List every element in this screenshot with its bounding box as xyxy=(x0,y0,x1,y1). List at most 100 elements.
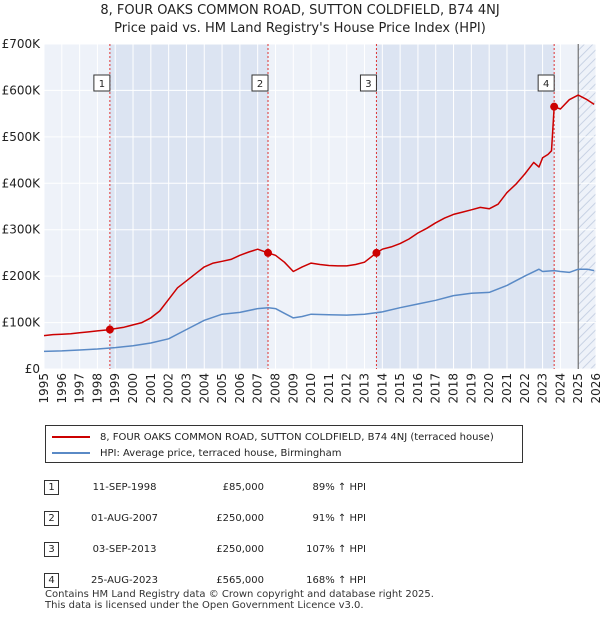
sale-point xyxy=(550,102,559,111)
legend-swatch-property xyxy=(52,436,90,438)
y-tick-label: £0 xyxy=(25,362,40,376)
x-tick-label: 2007 xyxy=(251,373,265,404)
x-tick-label: 2023 xyxy=(536,373,550,404)
sale-marker-number: 3 xyxy=(365,79,371,90)
y-tick-label: £600K xyxy=(2,83,42,97)
chart-subtitle: Price paid vs. HM Land Registry's House … xyxy=(114,21,486,36)
x-tick-label: 2017 xyxy=(429,373,443,404)
x-tick-label: 2004 xyxy=(197,373,211,404)
y-tick-label: £300K xyxy=(2,223,42,237)
x-tick-label: 2001 xyxy=(144,373,158,404)
x-tick-label: 2003 xyxy=(179,373,193,404)
sale-point xyxy=(372,248,381,257)
x-tick-label: 2020 xyxy=(482,373,496,404)
x-axis: 1995 1996 1997 1998 1999 2000 2001 2002 2003 2004… xyxy=(37,373,600,404)
x-tick-label: 2016 xyxy=(411,373,425,404)
sale-point xyxy=(105,325,114,334)
x-tick-label: 2025 xyxy=(571,373,585,404)
sale-price: £85,000 xyxy=(222,482,264,493)
series-lines xyxy=(43,94,595,353)
x-tick-label: 2019 xyxy=(464,373,478,404)
sale-price: £250,000 xyxy=(216,513,264,524)
x-tick-label: 1995 xyxy=(37,373,51,404)
sale-date: 11-SEP-1998 xyxy=(92,482,157,493)
sale-hpi-change: 89% ↑ HPI xyxy=(312,482,366,493)
sale-period-band xyxy=(376,44,555,369)
sale-marker-box xyxy=(93,74,111,92)
sale-marker-label: 3 xyxy=(359,74,377,92)
sale-hpi-change: 107% ↑ HPI xyxy=(306,544,366,555)
x-tick-label: 2026 xyxy=(589,373,600,404)
table-row: 3 03-SEP-2013 £250,000 107% ↑ HPI xyxy=(44,534,384,565)
y-tick-label: £100K xyxy=(2,316,42,330)
sale-marker-number: 1 xyxy=(99,79,105,90)
legend-label-property: 8, FOUR OAKS COMMON ROAD, SUTTON COLDFIE… xyxy=(100,431,494,443)
table-row: 2 01-AUG-2007 £250,000 91% ↑ HPI xyxy=(44,503,384,534)
x-tick-label: 2006 xyxy=(233,373,247,404)
x-tick-label: 1999 xyxy=(108,373,122,404)
sale-date: 25-AUG-2023 xyxy=(90,575,159,586)
y-axis: £0 £100K £200K £300K £400K £500K £600K £700K xyxy=(2,37,42,376)
legend-item-property: 8, FOUR OAKS COMMON ROAD, SUTTON COLDFIE… xyxy=(52,430,494,444)
x-tick-label: 1998 xyxy=(90,373,104,404)
x-tick-label: 2009 xyxy=(286,373,300,404)
hpi-line xyxy=(43,268,595,353)
sale-date: 01-AUG-2007 xyxy=(90,513,159,524)
sale-hpi-change: 168% ↑ HPI xyxy=(306,575,366,586)
legend-label-hpi: HPI: Average price, terraced house, Birm… xyxy=(100,447,342,459)
y-tick-label: £400K xyxy=(2,176,42,190)
x-tick-label: 2021 xyxy=(500,373,514,404)
x-tick-label: 2024 xyxy=(553,373,567,404)
x-tick-label: 2010 xyxy=(304,373,318,404)
sale-marker-box xyxy=(251,74,269,92)
sale-marker-label: 2 xyxy=(251,74,269,92)
property-price-line xyxy=(43,94,595,337)
sales-table: 1 11-SEP-1998 £85,000 89% ↑ HPI 2 01-AUG… xyxy=(44,472,384,596)
sale-number-badge: 2 xyxy=(44,511,59,526)
y-tick-label: £200K xyxy=(2,269,42,283)
x-tick-label: 2008 xyxy=(268,373,282,404)
x-tick-label: 2013 xyxy=(358,373,372,404)
sale-date: 03-SEP-2013 xyxy=(92,544,157,555)
footer-line-licence: This data is licensed under the Open Gov… xyxy=(45,600,364,611)
sale-marker-label: 1 xyxy=(93,74,111,92)
sale-price: £250,000 xyxy=(216,544,264,555)
legend-item-hpi: HPI: Average price, terraced house, Birm… xyxy=(52,446,341,460)
y-tick-label: £500K xyxy=(2,130,42,144)
sale-marker-number: 2 xyxy=(257,79,263,90)
table-row: 4 25-AUG-2023 £565,000 168% ↑ HPI xyxy=(44,565,384,596)
footer-attribution: Contains HM Land Registry data © Crown c… xyxy=(45,589,434,611)
x-tick-label: 2022 xyxy=(518,373,532,404)
x-tick-label: 2005 xyxy=(215,373,229,404)
sale-points xyxy=(105,102,559,334)
sale-marker-label: 4 xyxy=(537,74,555,92)
x-tick-label: 2012 xyxy=(340,373,354,404)
sale-number-badge: 4 xyxy=(44,573,59,588)
footer-line-copyright: Contains HM Land Registry data © Crown c… xyxy=(45,589,434,600)
x-tick-label: 2018 xyxy=(447,373,461,404)
x-tick-label: 2014 xyxy=(375,373,389,404)
sale-period-band xyxy=(109,44,269,369)
x-tick-label: 2000 xyxy=(126,373,140,404)
chart-legend: 8, FOUR OAKS COMMON ROAD, SUTTON COLDFIE… xyxy=(45,425,523,463)
sale-price: £565,000 xyxy=(216,575,264,586)
sale-number-badge: 1 xyxy=(44,480,59,495)
sale-marker-box xyxy=(359,74,377,92)
sale-number-badge: 3 xyxy=(44,542,59,557)
projection-hatch xyxy=(578,44,596,369)
x-tick-label: 1997 xyxy=(73,373,87,404)
table-row: 1 11-SEP-1998 £85,000 89% ↑ HPI xyxy=(44,472,384,503)
x-tick-label: 1996 xyxy=(55,373,69,404)
y-tick-label: £700K xyxy=(2,37,42,51)
sale-marker-labels: 1 2 3 4 xyxy=(93,74,555,92)
x-tick-label: 2015 xyxy=(393,373,407,404)
grid-lines xyxy=(43,43,597,370)
x-tick-label: 2002 xyxy=(162,373,176,404)
sale-hpi-change: 91% ↑ HPI xyxy=(312,513,366,524)
sale-point xyxy=(264,248,273,257)
sale-marker-number: 4 xyxy=(543,79,549,90)
legend-swatch-hpi xyxy=(52,452,90,454)
x-tick-label: 2011 xyxy=(322,373,336,404)
price-chart: 8, FOUR OAKS COMMON ROAD, SUTTON COLDFIE… xyxy=(2,3,600,404)
chart-title: 8, FOUR OAKS COMMON ROAD, SUTTON COLDFIE… xyxy=(100,3,499,18)
